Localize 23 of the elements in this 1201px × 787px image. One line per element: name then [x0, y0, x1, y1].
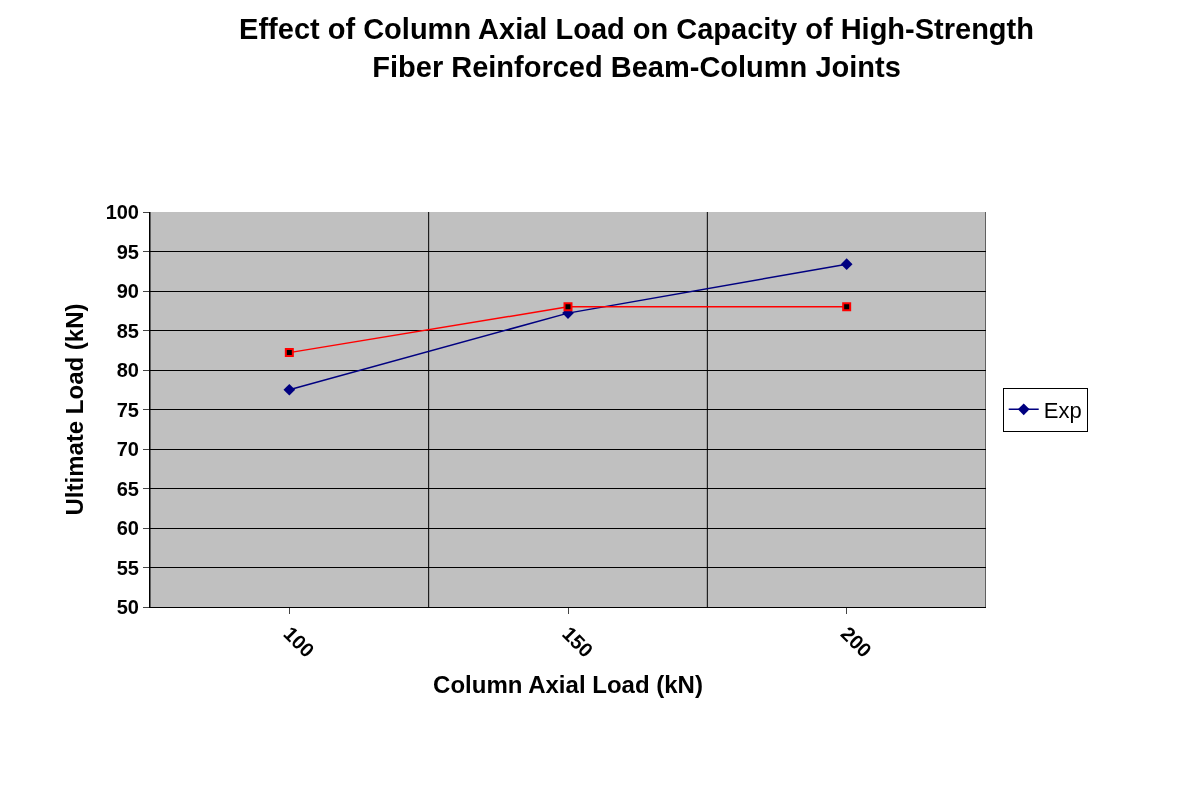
- y-tick-label: 70: [116, 438, 139, 460]
- point: [284, 348, 294, 358]
- y-tick-label: 85: [116, 319, 139, 342]
- y-tick-label: 95: [116, 240, 139, 263]
- y-tick-label: 60: [116, 517, 139, 539]
- y-tick-label: 80: [116, 359, 139, 381]
- point: [840, 258, 853, 270]
- y-tick-label: 55: [116, 556, 139, 579]
- y-tick-label: 100: [105, 201, 139, 223]
- x-axis-title: Column Axial Load (kN): [433, 670, 703, 698]
- y-tick-label: 90: [116, 280, 139, 302]
- y-axis-title: Ultimate Load (kN): [60, 303, 88, 516]
- x-tick-label: 200: [836, 622, 876, 662]
- x-tick-label: 100: [279, 622, 319, 662]
- x-tick-label: 150: [558, 622, 598, 662]
- point: [283, 383, 296, 396]
- point: [842, 302, 852, 312]
- legend-label: Exp: [1043, 397, 1082, 423]
- y-tick-label: 65: [116, 477, 139, 500]
- y-tick-label: 75: [116, 398, 139, 421]
- point: [563, 302, 573, 312]
- y-tick-label: 50: [116, 596, 139, 618]
- chart-title: Effect of Column Axial Load on Capacity of High-Strength Fiber Reinforced Beam-Column Joints: [239, 13, 1034, 84]
